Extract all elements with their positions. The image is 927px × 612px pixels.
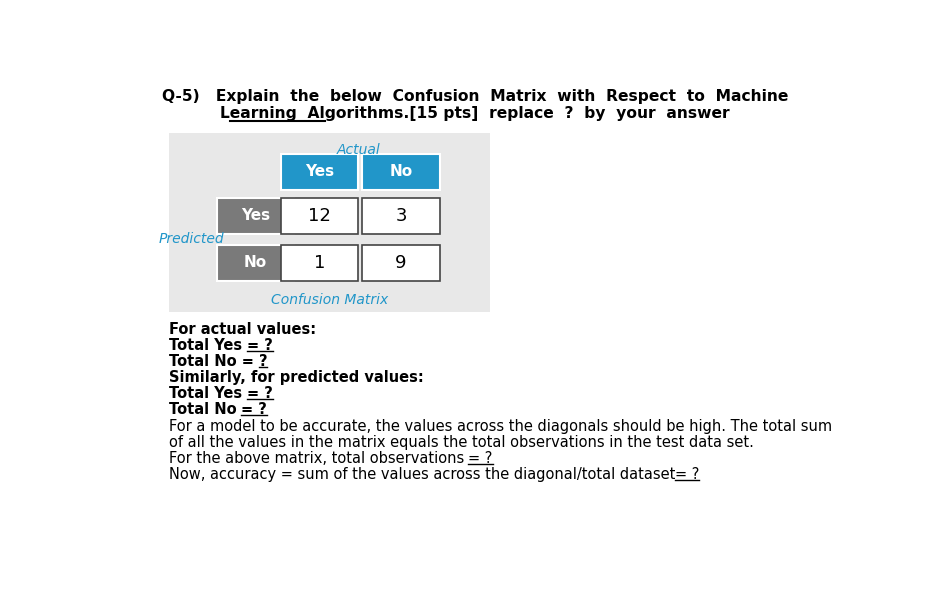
FancyBboxPatch shape [217, 198, 294, 234]
Text: For actual values:: For actual values: [169, 321, 316, 337]
Text: Now, accuracy = sum of the values across the diagonal/total dataset: Now, accuracy = sum of the values across… [169, 467, 675, 482]
Text: = ?: = ? [247, 338, 273, 353]
Text: For a model to be accurate, the values across the diagonals should be high. The : For a model to be accurate, the values a… [169, 419, 832, 433]
FancyBboxPatch shape [281, 245, 359, 280]
Text: Total No =: Total No = [169, 354, 259, 369]
Text: Learning  Algorithms.[15 pts]  replace  ?  by  your  answer: Learning Algorithms.[15 pts] replace ? b… [220, 106, 730, 121]
Text: 1: 1 [314, 254, 325, 272]
Text: No: No [244, 255, 267, 271]
Text: 9: 9 [395, 254, 407, 272]
FancyBboxPatch shape [281, 154, 359, 190]
Text: Confusion Matrix: Confusion Matrix [271, 293, 388, 307]
FancyBboxPatch shape [281, 198, 359, 234]
FancyBboxPatch shape [217, 245, 294, 280]
Text: of all the values in the matrix equals the total observations in the test data s: of all the values in the matrix equals t… [169, 435, 754, 450]
Text: Actual: Actual [337, 143, 380, 157]
FancyBboxPatch shape [169, 133, 490, 312]
Text: = ?: = ? [241, 403, 267, 417]
Text: Total Yes: Total Yes [169, 338, 247, 353]
Text: For the above matrix, total observations: For the above matrix, total observations [169, 451, 468, 466]
FancyBboxPatch shape [362, 245, 439, 280]
Text: = ?: = ? [675, 467, 699, 482]
Text: Q-5)   Explain  the  below  Confusion  Matrix  with  Respect  to  Machine: Q-5) Explain the below Confusion Matrix … [161, 89, 788, 104]
Text: Yes: Yes [241, 209, 270, 223]
Text: Predicted: Predicted [159, 232, 224, 246]
Text: Yes: Yes [305, 165, 335, 179]
Text: No: No [389, 165, 413, 179]
Text: = ?: = ? [468, 451, 493, 466]
Text: 12: 12 [309, 207, 331, 225]
FancyBboxPatch shape [362, 154, 439, 190]
Text: ?: ? [259, 354, 267, 369]
Text: = ?: = ? [247, 386, 273, 401]
FancyBboxPatch shape [362, 198, 439, 234]
Text: 3: 3 [395, 207, 407, 225]
Text: Similarly, for predicted values:: Similarly, for predicted values: [169, 370, 424, 385]
Text: Total Yes: Total Yes [169, 386, 247, 401]
Text: Total No: Total No [169, 403, 241, 417]
